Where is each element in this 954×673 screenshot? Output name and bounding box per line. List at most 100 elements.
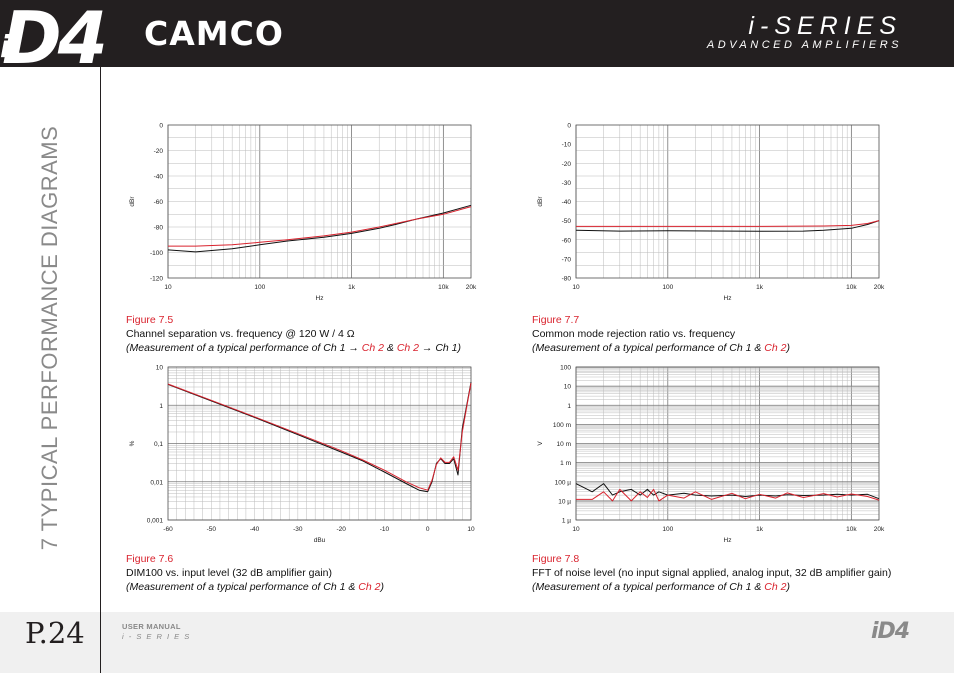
page-number: P.24 <box>25 616 85 650</box>
figure-description: DIM100 vs. input level (32 dB amplifier … <box>126 567 333 579</box>
y-tick-label: 1 m <box>560 460 571 467</box>
y-tick-label: -100 <box>150 250 163 257</box>
x-tick-label: 10k <box>438 284 449 291</box>
y-axis-label: V <box>537 441 544 446</box>
series-line-1 <box>167 382 472 493</box>
chart-svg: -60 -50 -40 -30 -20 -10 0 10 10 1 0,1 0,01 0,001 dBu% <box>129 365 475 545</box>
x-tick-label: -50 <box>207 526 217 533</box>
caption-figure-7-6: Figure 7.6 DIM100 vs. input level (32 dB… <box>126 552 384 594</box>
x-axis-label: Hz <box>316 295 324 302</box>
y-axis-label: dBr <box>129 196 136 207</box>
series-line-1 <box>167 204 472 253</box>
y-tick-label: -20 <box>562 161 572 168</box>
x-tick-label: -60 <box>163 526 173 533</box>
y-tick-label: 100 µ <box>555 479 572 486</box>
grid <box>575 366 880 521</box>
grid <box>575 124 880 279</box>
series-line-1 <box>575 483 880 500</box>
chart-svg: 10 100 1k 10k 20k 100 10 1 100 m 10 m 1 m 100 µ 10 µ… <box>537 365 885 545</box>
y-tick-label: 10 <box>564 384 572 391</box>
d4-logo: D4 <box>2 0 108 80</box>
x-tick-label: -10 <box>380 526 390 533</box>
y-tick-label: -70 <box>562 256 572 263</box>
y-tick-label: -80 <box>154 225 164 232</box>
grid <box>167 366 472 521</box>
y-tick-label: -10 <box>562 142 572 149</box>
y-tick-label: 0 <box>567 123 571 130</box>
x-tick-label: 100 <box>662 526 673 533</box>
figure-measurement: (Measurement of a typical performance of… <box>126 342 462 354</box>
series-line-2 <box>168 206 472 247</box>
plot-frame <box>167 366 472 521</box>
x-tick-label: 100 <box>662 284 673 291</box>
brand-logo: CAMCO <box>144 14 284 53</box>
caption-figure-7-8: Figure 7.8 FFT of noise level (no input … <box>532 552 891 594</box>
chart-svg: 10 100 1k 10k 20k 0 -10 -20 -30 -40 -50 -60 -70 -80 Hz… <box>537 123 885 303</box>
x-tick-label: -20 <box>336 526 346 533</box>
series-title: i-SERIES <box>748 12 902 40</box>
footer-d4-logo: iD4 <box>871 619 910 644</box>
y-tick-label: 1 <box>159 403 163 410</box>
chart-fft-noise: 10 100 1k 10k 20k 100 10 1 100 m 10 m 1 m 100 µ 10 µ… <box>526 360 896 550</box>
y-tick-label: 100 m <box>553 422 571 429</box>
figure-number: Figure 7.8 <box>532 553 580 565</box>
x-tick-label: 10 <box>572 526 580 533</box>
d4-logo-prefix: i <box>0 30 11 65</box>
y-tick-label: -60 <box>154 199 164 206</box>
y-tick-label: -40 <box>562 199 572 206</box>
page-header <box>0 0 954 67</box>
x-tick-label: 100 <box>254 284 265 291</box>
series-line-1 <box>575 220 880 232</box>
series-subtitle: ADVANCED AMPLIFIERS <box>706 39 902 51</box>
y-tick-label: 0,001 <box>147 518 164 525</box>
x-tick-label: 10 <box>572 284 580 291</box>
figure-measurement: (Measurement of a typical performance of… <box>532 342 790 354</box>
y-tick-label: 0,1 <box>154 441 163 448</box>
x-tick-label: 20k <box>874 526 885 533</box>
figure-measurement: (Measurement of a typical performance of… <box>532 581 790 593</box>
page-footer <box>0 612 954 673</box>
x-tick-label: 20k <box>466 284 477 291</box>
figure-description: Common mode rejection ratio vs. frequenc… <box>532 328 736 340</box>
footer-manual-label: USER MANUAL <box>122 622 181 631</box>
plot-frame <box>167 124 472 279</box>
y-tick-label: 10 µ <box>558 498 571 505</box>
y-tick-label: -50 <box>562 218 572 225</box>
y-tick-label: 10 <box>156 365 164 372</box>
caption-figure-7-7: Figure 7.7 Common mode rejection ratio v… <box>532 313 790 355</box>
grid <box>167 124 472 279</box>
x-tick-label: -40 <box>250 526 260 533</box>
footer-divider <box>100 612 101 673</box>
y-tick-label: -60 <box>562 237 572 244</box>
y-tick-label: -120 <box>150 276 163 283</box>
x-tick-label: 0 <box>426 526 430 533</box>
x-axis-label: dBu <box>314 537 326 544</box>
plot-frame <box>575 366 880 521</box>
series-line-2 <box>576 220 880 227</box>
x-tick-label: 1k <box>756 284 764 291</box>
y-axis-label: % <box>129 440 136 446</box>
x-tick-label: 10k <box>846 284 857 291</box>
y-tick-label: 1 <box>567 403 571 410</box>
y-tick-label: -40 <box>154 174 164 181</box>
x-tick-label: 20k <box>874 284 885 291</box>
x-tick-label: -30 <box>293 526 303 533</box>
caption-figure-7-5: Figure 7.5 Channel separation vs. freque… <box>126 313 461 355</box>
y-tick-label: 0,01 <box>150 479 163 486</box>
y-axis-label: dBr <box>537 196 544 207</box>
figure-number: Figure 7.5 <box>126 314 174 326</box>
figure-description: FFT of noise level (no input signal appl… <box>532 567 892 579</box>
x-tick-label: 1k <box>348 284 356 291</box>
x-tick-label: 10 <box>164 284 172 291</box>
figure-description: Channel separation vs. frequency @ 120 W… <box>126 328 355 340</box>
footer-series-label: i - S E R I E S <box>122 632 191 641</box>
section-title: 7 TYPICAL PERFORMANCE DIAGRAMS <box>37 125 62 551</box>
x-tick-label: 10k <box>846 526 857 533</box>
x-tick-label: 10 <box>467 526 475 533</box>
y-tick-label: 1 µ <box>562 518 571 525</box>
y-tick-label: 0 <box>159 123 163 130</box>
x-axis-label: Hz <box>724 537 732 544</box>
sidebar-divider <box>100 67 101 673</box>
y-tick-label: -20 <box>154 148 164 155</box>
chart-svg: 10 100 1k 10k 20k 0 -20 -40 -60 -80 -100 -120 Hz dBr <box>129 123 477 303</box>
